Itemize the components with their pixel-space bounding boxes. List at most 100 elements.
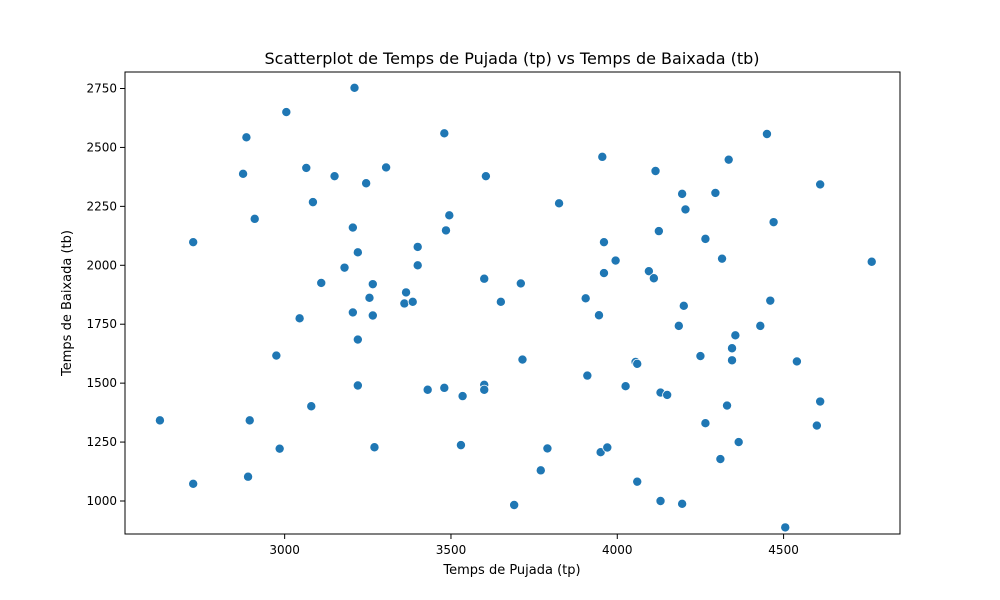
scatter-point bbox=[329, 171, 340, 182]
scatter-point bbox=[535, 465, 546, 476]
y-tick-label: 1000 bbox=[86, 494, 117, 508]
scatter-point bbox=[680, 204, 691, 215]
scatter-point bbox=[509, 500, 520, 511]
scatter-point bbox=[444, 210, 455, 221]
scatter-point bbox=[695, 351, 706, 362]
scatter-point bbox=[653, 226, 664, 237]
scatter-point bbox=[347, 222, 358, 233]
scatter-point bbox=[650, 165, 661, 176]
scatter-point bbox=[369, 442, 380, 453]
scatter-point bbox=[715, 454, 726, 465]
scatter-point bbox=[597, 151, 608, 162]
scatter-point bbox=[710, 187, 721, 198]
scatter-point bbox=[367, 279, 378, 290]
scatter-point bbox=[517, 354, 528, 365]
scatter-point bbox=[727, 343, 738, 354]
scatter-point bbox=[306, 401, 317, 412]
scatter-point bbox=[791, 356, 802, 367]
scatter-point bbox=[439, 128, 450, 139]
chart-title: Scatterplot de Temps de Pujada (tp) vs T… bbox=[264, 49, 759, 68]
scatter-point bbox=[761, 128, 772, 139]
scatter-point bbox=[352, 247, 363, 258]
scatter-point bbox=[632, 358, 643, 369]
scatter-point bbox=[244, 415, 255, 426]
scatter-point bbox=[281, 107, 292, 118]
x-tick-label: 3000 bbox=[269, 543, 300, 557]
scatter-point bbox=[307, 197, 318, 208]
scatter-point bbox=[399, 298, 410, 309]
scatter-point bbox=[700, 418, 711, 429]
scatter-point bbox=[677, 498, 688, 509]
scatter-point bbox=[755, 320, 766, 331]
scatter-point bbox=[243, 471, 254, 482]
scatter-point bbox=[349, 82, 360, 93]
y-tick-label: 2250 bbox=[86, 199, 117, 213]
scatter-point bbox=[381, 162, 392, 173]
x-tick-label: 3500 bbox=[436, 543, 467, 557]
scatter-point bbox=[495, 296, 506, 307]
scatter-point bbox=[352, 380, 363, 391]
y-tick-label: 2500 bbox=[86, 140, 117, 154]
scatter-point bbox=[733, 437, 744, 448]
scatter-point bbox=[347, 307, 358, 318]
scatter-point bbox=[582, 370, 593, 381]
scatter-point bbox=[457, 391, 468, 402]
scatter-point bbox=[249, 213, 260, 224]
scatter-point bbox=[730, 330, 741, 341]
y-tick-label: 2750 bbox=[86, 82, 117, 96]
y-tick-label: 1750 bbox=[86, 317, 117, 331]
scatter-point bbox=[422, 384, 433, 395]
scatter-point bbox=[598, 237, 609, 248]
scatter-point bbox=[401, 287, 412, 298]
scatter-point bbox=[364, 292, 375, 303]
scatter-point bbox=[662, 389, 673, 400]
scatter-point bbox=[598, 268, 609, 279]
scatter-point bbox=[610, 255, 621, 266]
scatter-point bbox=[479, 273, 490, 284]
scatter-point bbox=[515, 278, 526, 289]
scatter-point bbox=[412, 241, 423, 252]
scatter-point bbox=[316, 277, 327, 288]
scatter-point bbox=[717, 253, 728, 264]
scatter-point bbox=[479, 384, 490, 395]
scatter-point bbox=[643, 266, 654, 277]
y-tick-label: 1500 bbox=[86, 376, 117, 390]
scatter-point bbox=[367, 310, 378, 321]
scatter-point bbox=[580, 293, 591, 304]
x-tick-label: 4500 bbox=[768, 543, 799, 557]
scatter-point bbox=[678, 300, 689, 311]
scatter-point bbox=[352, 334, 363, 345]
scatter-point bbox=[768, 217, 779, 228]
scatter-point bbox=[815, 396, 826, 407]
scatter-point bbox=[632, 476, 643, 487]
scatter-point bbox=[440, 225, 451, 236]
scatter-point bbox=[412, 260, 423, 271]
x-tick-label: 4000 bbox=[602, 543, 633, 557]
scatter-point bbox=[723, 154, 734, 165]
scatter-point bbox=[780, 522, 791, 533]
scatter-point bbox=[602, 442, 613, 453]
y-tick-label: 1250 bbox=[86, 435, 117, 449]
axis-ticks: 3000 3500 4000 4500 1000 1250 1500 1750 2000 2250… bbox=[86, 82, 798, 558]
scatter-point bbox=[154, 415, 165, 426]
scatter-point bbox=[765, 295, 776, 306]
scatter-point bbox=[542, 443, 553, 454]
data-points bbox=[154, 82, 877, 533]
scatter-point bbox=[439, 382, 450, 393]
scatter-point bbox=[241, 132, 252, 143]
scatter-point bbox=[188, 237, 199, 248]
scatter-point bbox=[301, 162, 312, 173]
scatter-point bbox=[593, 310, 604, 321]
scatter-point bbox=[673, 320, 684, 331]
scatter-point bbox=[811, 420, 822, 431]
scatter-point bbox=[815, 179, 826, 190]
scatter-point bbox=[700, 233, 711, 244]
scatter-point bbox=[620, 381, 631, 392]
scatter-point bbox=[480, 171, 491, 182]
y-tick-label: 2000 bbox=[86, 258, 117, 272]
scatter-point bbox=[727, 355, 738, 366]
scatter-point bbox=[554, 198, 565, 209]
scatter-point bbox=[274, 443, 285, 454]
scatter-point bbox=[361, 178, 372, 189]
